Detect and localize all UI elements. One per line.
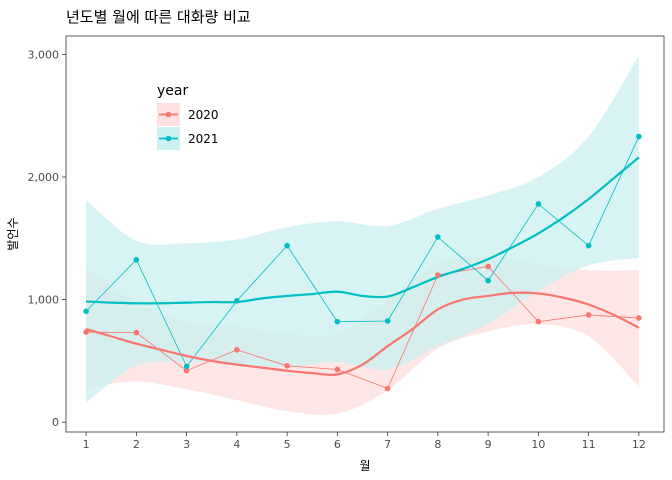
legend-item-2020: 2020 <box>157 103 219 126</box>
point-2021-1 <box>83 308 89 315</box>
point-2020-2 <box>133 329 140 336</box>
data-points <box>83 133 642 392</box>
raw-line-2021 <box>85 136 640 368</box>
legend-title: year <box>157 83 188 99</box>
confidence-bands <box>86 55 639 416</box>
point-2020-5 <box>284 362 290 369</box>
legend-key-2020 <box>165 111 172 118</box>
point-2020-8 <box>435 272 441 278</box>
point-2020-11 <box>585 312 592 318</box>
x-tick-label: 9 <box>485 438 492 451</box>
legend-item-2021: 2021 <box>157 127 219 150</box>
legend-label: 2020 <box>188 108 219 122</box>
x-tick-label: 2 <box>133 438 140 451</box>
smooth-line-2021 <box>86 156 640 305</box>
point-2021-2 <box>133 256 140 263</box>
chart-title: 년도별 월에 따른 대화량 비교 <box>66 8 251 26</box>
y-tick-label: 0 <box>52 416 59 429</box>
legend-label: 2021 <box>188 132 219 146</box>
smooth-line-2020 <box>85 291 640 376</box>
x-tick-label: 6 <box>334 438 341 451</box>
x-tick-label: 4 <box>233 438 240 451</box>
point-2021-3 <box>183 363 190 370</box>
point-2021-12 <box>636 133 642 140</box>
band-2021 <box>86 55 639 403</box>
x-tick-label: 1 <box>83 438 90 451</box>
x-axis-label: 월 <box>359 459 370 473</box>
smooth-lines <box>85 156 640 376</box>
point-2021-4 <box>234 298 240 304</box>
point-2021-11 <box>585 242 592 249</box>
point-2021-9 <box>485 277 491 284</box>
point-2020-1 <box>83 329 89 335</box>
x-tick-label: 11 <box>582 438 596 451</box>
x-axis: 1 2 3 4 5 6 7 8 9 10 11 12 <box>83 432 646 451</box>
point-2020-4 <box>234 347 240 353</box>
x-tick-label: 12 <box>632 438 646 451</box>
x-tick-label: 7 <box>384 438 391 451</box>
y-tick-label: 1,000 <box>28 294 60 307</box>
point-2021-5 <box>284 242 290 249</box>
y-axis-label: 발언수 <box>6 217 20 250</box>
point-2021-10 <box>535 201 542 207</box>
point-2020-9 <box>485 263 491 270</box>
point-2021-6 <box>334 318 341 325</box>
x-tick-label: 5 <box>284 438 291 451</box>
y-axis: 0 1,000 2,000 3,000 <box>28 48 66 429</box>
point-2021-8 <box>435 234 441 240</box>
legend-key-2021 <box>165 135 172 142</box>
legend: year 2020 2021 <box>157 83 219 150</box>
x-tick-label: 10 <box>531 438 545 451</box>
x-tick-label: 3 <box>183 438 190 451</box>
point-2020-12 <box>636 315 642 321</box>
point-2020-7 <box>384 385 391 392</box>
y-tick-label: 3,000 <box>28 48 60 61</box>
raw-line-2020 <box>86 266 639 389</box>
point-2020-6 <box>334 366 341 373</box>
point-2021-7 <box>384 318 391 324</box>
y-tick-label: 2,000 <box>28 171 60 184</box>
point-2020-10 <box>535 318 542 325</box>
raw-lines <box>85 136 640 389</box>
x-tick-label: 8 <box>434 438 441 451</box>
point-2020-3 <box>183 367 190 374</box>
